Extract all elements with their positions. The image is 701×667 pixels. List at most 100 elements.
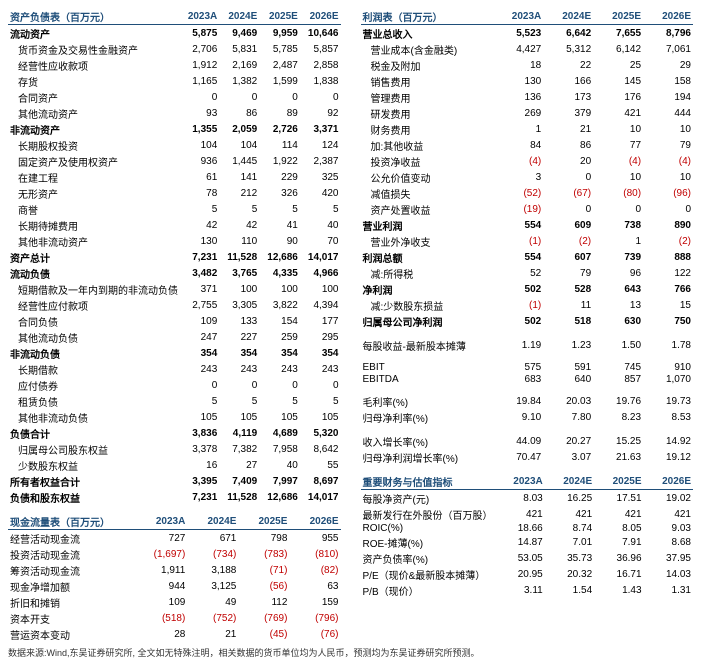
balance-value: 16 (180, 457, 219, 473)
balance-value: 141 (219, 169, 259, 185)
income-value: 554 (493, 217, 544, 233)
balance-value: 154 (259, 313, 300, 329)
balance-value: 11,528 (219, 249, 259, 265)
income-value: (4) (643, 153, 693, 169)
balance-value: 420 (300, 185, 341, 201)
balance-row: 短期借款及一年内到期的非流动负债371100100100 (8, 281, 341, 297)
balance-value: 259 (259, 329, 300, 345)
balance-value: 8,642 (300, 441, 341, 457)
balance-row: 资产总计7,23111,52812,68614,017 (8, 249, 341, 265)
metrics-value: 1.54 (545, 582, 594, 598)
balance-label: 长期借款 (8, 361, 180, 377)
income-label: 净利润 (361, 281, 493, 297)
income-value: 8.53 (643, 409, 693, 425)
balance-value: 354 (180, 345, 219, 361)
income-value: 173 (543, 89, 593, 105)
cashflow-value: (783) (238, 546, 289, 562)
balance-label: 流动负债 (8, 265, 180, 281)
balance-value: 42 (219, 217, 259, 233)
balance-value: 2,169 (219, 57, 259, 73)
balance-label: 负债合计 (8, 425, 180, 441)
income-label (361, 329, 493, 337)
balance-label: 应付债券 (8, 377, 180, 393)
income-value: 7.80 (543, 409, 593, 425)
balance-value: 11,528 (219, 489, 259, 505)
balance-value: 5 (180, 201, 219, 217)
balance-value: 2,755 (180, 297, 219, 313)
metrics-value: 16.71 (594, 566, 643, 582)
balance-value: 4,394 (300, 297, 341, 313)
balance-value: 325 (300, 169, 341, 185)
balance-value: 2,858 (300, 57, 341, 73)
income-row: 营业成本(含金融类)4,4275,3126,1427,061 (361, 41, 694, 57)
balance-label: 非流动负债 (8, 345, 180, 361)
balance-value: 8,697 (300, 473, 341, 489)
income-label: 加:其他收益 (361, 137, 493, 153)
income-row: 税金及附加18222529 (361, 57, 694, 73)
balance-value: 1,838 (300, 73, 341, 89)
income-value: 554 (493, 249, 544, 265)
balance-value: 5,320 (300, 425, 341, 441)
metrics-value: 36.96 (594, 550, 643, 566)
balance-value: 354 (300, 345, 341, 361)
balance-row: 非流动资产1,3552,0592,7263,371 (8, 121, 341, 137)
metrics-value: 1.43 (594, 582, 643, 598)
income-label: 管理费用 (361, 89, 493, 105)
income-value: 96 (593, 265, 643, 281)
income-value: 79 (643, 137, 693, 153)
income-value: 0 (543, 169, 593, 185)
cashflow-value: 798 (238, 530, 289, 547)
income-value: 10 (593, 169, 643, 185)
income-label: 归属母公司净利润 (361, 313, 493, 329)
income-row: 毛利率(%)19.8420.0319.7619.73 (361, 393, 694, 409)
balance-row: 负债合计3,8364,1194,6895,320 (8, 425, 341, 441)
income-value: 1,070 (643, 373, 693, 385)
balance-row: 合同资产0000 (8, 89, 341, 105)
cashflow-value: 21 (187, 626, 238, 642)
balance-row: 其他非流动负债105105105105 (8, 409, 341, 425)
income-value (593, 385, 643, 393)
income-label (361, 385, 493, 393)
balance-value: 2,059 (219, 121, 259, 137)
balance-value: 2,387 (300, 153, 341, 169)
income-value: 444 (643, 105, 693, 121)
balance-value: 12,686 (259, 489, 300, 505)
balance-value: 0 (300, 377, 341, 393)
metrics-value: 421 (644, 506, 693, 522)
income-row: 每股收益-最新股本摊薄1.191.231.501.78 (361, 337, 694, 353)
balance-value: 2,487 (259, 57, 300, 73)
income-value (543, 425, 593, 433)
balance-value: 354 (259, 345, 300, 361)
income-row: 归母净利润增长率(%)70.473.0721.6319.12 (361, 449, 694, 465)
income-value (643, 385, 693, 393)
income-value: 1 (493, 121, 544, 137)
income-value (543, 385, 593, 393)
col-2026e: 2026E (300, 8, 341, 25)
metrics-title: 重要财务与估值指标 (361, 473, 495, 490)
income-value: 122 (643, 265, 693, 281)
income-value: 20.03 (543, 393, 593, 409)
income-value: 739 (593, 249, 643, 265)
income-row: EBITDA6836408571,070 (361, 373, 694, 385)
balance-value: 3,305 (219, 297, 259, 313)
income-row: 营业外净收支(1)(2)1(2) (361, 233, 694, 249)
balance-value: 109 (180, 313, 219, 329)
balance-value: 1,445 (219, 153, 259, 169)
income-value: 643 (593, 281, 643, 297)
balance-value: 93 (180, 105, 219, 121)
income-value: 10 (593, 121, 643, 137)
metrics-label: P/B（现价） (361, 582, 495, 598)
balance-value: 89 (259, 105, 300, 121)
cashflow-value: (734) (187, 546, 238, 562)
income-value: 20 (543, 153, 593, 169)
balance-value: 243 (219, 361, 259, 377)
income-value: 44.09 (493, 433, 544, 449)
balance-value: 105 (259, 409, 300, 425)
income-row: 加:其他收益84867779 (361, 137, 694, 153)
cashflow-value: 671 (187, 530, 238, 547)
balance-label: 负债和股东权益 (8, 489, 180, 505)
metrics-row: P/B（现价）3.111.541.431.31 (361, 582, 694, 598)
balance-value: 1,599 (259, 73, 300, 89)
balance-label: 流动资产 (8, 25, 180, 42)
cashflow-value: (76) (289, 626, 340, 642)
